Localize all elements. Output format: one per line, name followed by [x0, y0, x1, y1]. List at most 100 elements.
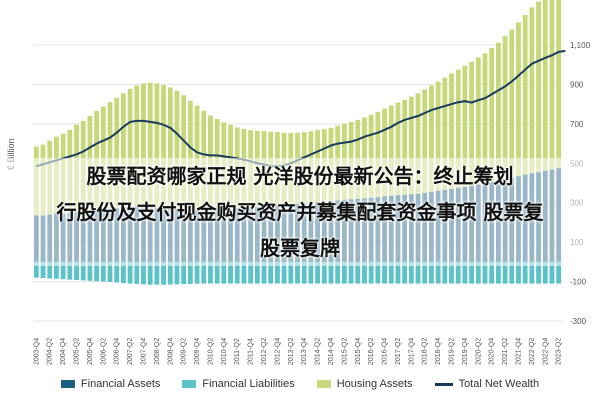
legend-item-financial-assets: Financial Assets: [60, 378, 161, 390]
bar-financial-liabilities: [449, 261, 454, 284]
bar-financial-liabilities: [328, 261, 334, 284]
bar-financial-liabilities: [462, 261, 468, 284]
bar-financial-liabilities: [288, 261, 294, 284]
x-tick-label: 2015-Q4: [355, 338, 362, 365]
bar-financial-liabilities: [161, 261, 166, 285]
x-tick-label: 2015-Q2: [341, 338, 348, 365]
x-tick-label: 2013-Q2: [288, 338, 295, 365]
x-tick-label: 2010-Q4: [221, 338, 228, 365]
bar-financial-liabilities: [114, 261, 120, 283]
bar-financial-liabilities: [201, 261, 207, 284]
bar-financial-liabilities: [362, 261, 367, 284]
bar-housing-assets: [415, 93, 421, 194]
bar-financial-liabilities: [254, 261, 260, 284]
legend-label-financial-assets: Financial Assets: [80, 378, 161, 390]
bar-financial-liabilities: [120, 261, 126, 284]
bar-housing-assets: [120, 93, 126, 208]
bar-housing-assets: [181, 95, 187, 210]
bar-financial-liabilities: [455, 261, 461, 284]
bar-housing-assets: [536, 1, 541, 173]
x-tick-label: 2014-Q2: [315, 338, 322, 365]
bar-housing-assets: [375, 112, 381, 198]
x-tick-label: 2008-Q4: [167, 338, 174, 365]
x-tick-label: 2009-Q2: [181, 338, 188, 365]
bar-financial-liabilities: [54, 261, 59, 279]
bar-housing-assets: [141, 83, 146, 207]
bar-housing-assets: [174, 90, 180, 210]
x-tick-label: 2021-Q2: [502, 338, 509, 365]
headline-line-2: 行股份及支付现金购买资产并募集配套资金事项 股票复: [56, 200, 544, 224]
bar-housing-assets: [449, 73, 454, 189]
y-tick-label: -300: [570, 317, 587, 326]
x-tick-label: 2011-Q4: [248, 338, 255, 365]
bar-housing-assets: [362, 117, 367, 199]
bar-financial-liabilities: [522, 261, 528, 284]
x-tick-label: 2012-Q4: [274, 338, 281, 365]
bar-financial-liabilities: [321, 261, 327, 284]
legend-label-housing-assets: Housing Assets: [336, 378, 413, 390]
bar-financial-liabilities: [228, 261, 233, 284]
bar-financial-liabilities: [241, 261, 247, 284]
bar-financial-liabilities: [174, 261, 180, 285]
bar-financial-liabilities: [536, 261, 541, 284]
bar-financial-liabilities: [475, 261, 481, 284]
bar-housing-assets: [462, 65, 468, 187]
x-tick-label: 2005-Q4: [87, 338, 94, 365]
bar-financial-liabilities: [281, 261, 287, 284]
x-tick-label: 2017-Q2: [395, 338, 402, 365]
x-tick-label: 2004-Q4: [60, 338, 67, 365]
y-tick-label: 700: [570, 120, 584, 129]
bar-housing-assets: [194, 105, 200, 211]
bar-financial-liabilities: [388, 261, 394, 284]
bar-housing-assets: [516, 22, 521, 177]
bar-financial-liabilities: [127, 261, 133, 284]
bar-financial-liabilities: [402, 261, 408, 284]
bar-housing-assets: [542, 0, 548, 171]
bar-financial-liabilities: [408, 261, 414, 284]
bar-financial-liabilities: [107, 261, 113, 282]
legend-swatch-financial-liabilities: [182, 380, 197, 388]
bar-housing-assets: [408, 96, 414, 195]
bar-financial-liabilities: [482, 261, 488, 284]
bar-financial-liabilities: [134, 261, 140, 284]
bar-financial-liabilities: [502, 261, 508, 284]
legend-item-total-net-wealth: Total Net Wealth: [434, 378, 539, 390]
bar-housing-assets: [107, 102, 113, 209]
bar-housing-assets: [402, 99, 408, 195]
x-tick-label: 2019-Q2: [449, 338, 456, 365]
bar-housing-assets: [556, 0, 562, 169]
bar-financial-liabilities: [435, 261, 441, 284]
bar-financial-liabilities: [214, 261, 220, 284]
bar-financial-liabilities: [100, 261, 106, 282]
bar-financial-liabilities: [341, 261, 347, 284]
x-tick-label: 2004-Q2: [47, 338, 54, 365]
bar-financial-liabilities: [268, 261, 274, 284]
x-axis-ticks: 2003-Q4 2004-Q2 2004-Q4 2005-Q2 2005-Q4 2006-…: [33, 338, 562, 365]
bar-financial-liabilities: [187, 261, 193, 284]
bar-financial-liabilities: [301, 261, 307, 284]
x-tick-label: 2020-Q4: [489, 338, 496, 365]
x-tick-label: 2016-Q2: [368, 338, 375, 365]
bar-housing-assets: [502, 36, 508, 180]
bar-financial-liabilities: [234, 261, 240, 284]
x-tick-label: 2021-Q4: [515, 338, 522, 365]
bar-housing-assets: [549, 0, 555, 170]
bar-financial-liabilities: [556, 261, 562, 284]
bar-financial-liabilities: [542, 261, 548, 284]
x-tick-label: 2022-Q4: [542, 338, 549, 365]
bar-financial-liabilities: [315, 261, 320, 284]
bar-financial-liabilities: [469, 261, 475, 284]
bar-financial-liabilities: [147, 261, 153, 285]
bar-financial-liabilities: [516, 261, 521, 284]
bar-housing-assets: [475, 57, 481, 185]
bar-housing-assets: [529, 7, 535, 174]
x-tick-label: 2007-Q2: [127, 338, 134, 365]
y-tick-label: 900: [570, 80, 584, 89]
x-tick-label: 2013-Q4: [301, 338, 308, 365]
bar-housing-assets: [134, 85, 140, 207]
x-tick-label: 2019-Q4: [462, 338, 469, 365]
bar-financial-liabilities: [154, 261, 160, 285]
bar-housing-assets: [522, 15, 528, 175]
bar-financial-liabilities: [94, 261, 100, 282]
bar-financial-liabilities: [141, 261, 146, 285]
